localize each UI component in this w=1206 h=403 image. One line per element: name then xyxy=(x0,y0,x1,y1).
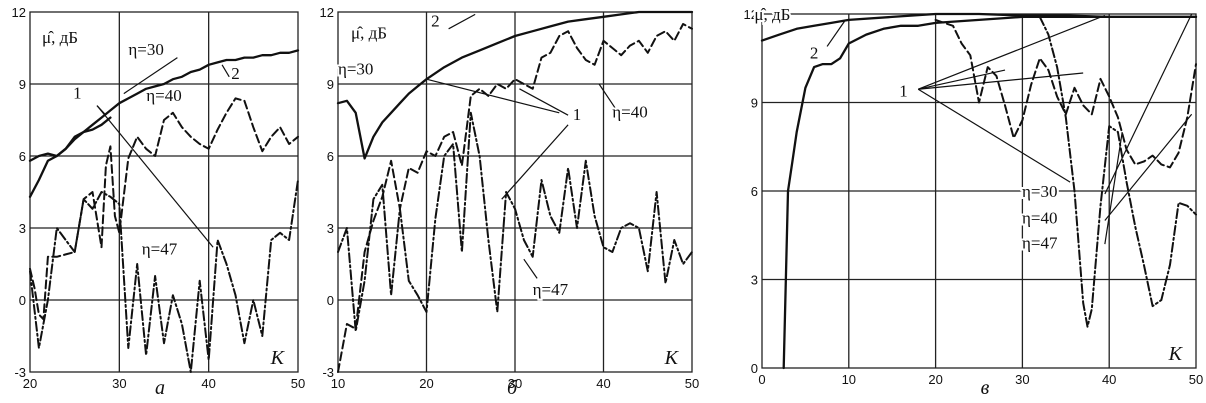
x-tick-label: 20 xyxy=(928,372,942,387)
annotation-label: η=40 xyxy=(612,103,647,122)
x-tick-label: 20 xyxy=(419,376,433,391)
annotation-label: η=30 xyxy=(128,40,163,59)
x-tick-label: 20 xyxy=(23,376,37,391)
annotation-label: η=30 xyxy=(1022,182,1057,201)
series-line-40 xyxy=(337,23,693,373)
y-tick-label: -3 xyxy=(14,365,26,380)
series-line-2 xyxy=(336,10,694,160)
y-tick-label: 9 xyxy=(19,77,26,92)
annotation-leader-line xyxy=(918,72,1084,90)
annotation-leader-line xyxy=(598,83,618,111)
x-axis-label: K xyxy=(664,347,680,369)
x-axis-label: K xyxy=(270,347,286,369)
series-line-40 xyxy=(934,18,1197,169)
annotation-leader-line xyxy=(523,258,538,279)
panel-caption: а xyxy=(155,377,165,399)
annotation-leader-line xyxy=(918,14,1106,90)
grid xyxy=(338,12,692,372)
x-tick-label: 10 xyxy=(842,372,856,387)
annotation-label: η=47 xyxy=(533,280,569,299)
x-tick-label: 30 xyxy=(1015,372,1029,387)
series-line-40 xyxy=(29,97,299,321)
y-tick-label: 9 xyxy=(751,96,758,111)
annotation-leader-line xyxy=(1104,113,1193,221)
x-tick-label: 30 xyxy=(508,376,522,391)
annotation-leader-line xyxy=(1104,131,1123,245)
series-line-2 xyxy=(28,49,300,198)
x-tick-label: 10 xyxy=(331,376,345,391)
y-tick-label: 12 xyxy=(744,7,758,22)
annotation-label: 1 xyxy=(573,105,582,124)
chart-panel-v: 0 10 20 30 40 50 0 3 6 9 12μ̂, дБ 2 1 η=30 η=40 η=47 Kв xyxy=(744,3,1204,399)
annotation-label: μ̂, дБ xyxy=(754,5,790,24)
x-tick-label: 0 xyxy=(758,372,765,387)
x-tick-label: 40 xyxy=(1102,372,1116,387)
annotation-label: η=40 xyxy=(1022,208,1057,227)
annotation-leader-line xyxy=(918,69,1006,90)
y-tick-label: 6 xyxy=(19,149,26,164)
annotation-label: η=47 xyxy=(1022,234,1058,253)
chart-panel-a: 20 30 40 50 -3 0 3 6 9 12 η=30 2 1 η=40 η=47 μ̂, дБ Kа xyxy=(12,5,306,399)
x-axis-label: K xyxy=(1168,343,1184,365)
annotation-leader-line xyxy=(917,88,1071,183)
x-tick-label: 50 xyxy=(685,376,699,391)
annotation-leader-line xyxy=(1104,13,1193,195)
annotation-leader-line xyxy=(123,57,178,95)
plot-frame xyxy=(337,11,693,373)
annotation-leader-line xyxy=(501,124,569,200)
annotation-label: 2 xyxy=(231,64,240,83)
x-tick-label: 30 xyxy=(112,376,126,391)
y-tick-label: 12 xyxy=(320,5,334,20)
series-line-47 xyxy=(29,179,299,373)
annotation-leader-line xyxy=(519,88,569,116)
panel-caption: в xyxy=(981,377,990,399)
annotation-label: η=30 xyxy=(338,59,373,78)
annotation-label: μ̂, дБ xyxy=(351,23,387,42)
series-line-2 xyxy=(782,15,1198,370)
y-axis-label: μ̂, дБ xyxy=(42,28,78,47)
series-line-47 xyxy=(1038,15,1197,328)
annotation-label: η=47 xyxy=(142,239,178,258)
annotation-leader-line xyxy=(826,21,845,47)
annotation-label: η=40 xyxy=(146,86,181,105)
annotation-label: 2 xyxy=(431,11,440,30)
annotation-leader-line xyxy=(221,64,230,78)
annotation-label: 2 xyxy=(810,43,819,62)
annotation-label: 1 xyxy=(899,82,908,101)
y-tick-label: 3 xyxy=(19,221,26,236)
y-tick-label: 0 xyxy=(751,361,758,376)
y-tick-label: 9 xyxy=(327,77,334,92)
y-tick-label: 0 xyxy=(19,293,26,308)
chart-panel-b: 10 20 30 40 50 -3 0 3 6 9 12 μ̂, дБ 2 η=30 1 η=40 η=47 Kб xyxy=(320,5,700,399)
x-tick-label: 40 xyxy=(596,376,610,391)
annotation-leader-line xyxy=(448,13,476,30)
y-tick-label: 6 xyxy=(751,184,758,199)
annotation-leader-line xyxy=(96,105,214,248)
grid xyxy=(762,14,1196,368)
x-tick-label: 50 xyxy=(291,376,305,391)
y-tick-label: 6 xyxy=(327,149,334,164)
x-tick-label: 50 xyxy=(1189,372,1203,387)
series-line-30 xyxy=(760,12,1198,42)
panel-caption: б xyxy=(507,377,518,399)
y-tick-label: 12 xyxy=(12,5,26,20)
annotation-leader-line xyxy=(426,78,560,114)
y-tick-label: 3 xyxy=(327,221,334,236)
x-tick-label: 40 xyxy=(201,376,215,391)
annotation-label: 1 xyxy=(73,83,82,102)
y-tick-label: -3 xyxy=(322,365,334,380)
series-line-30 xyxy=(28,116,112,162)
series-line-47 xyxy=(337,111,693,333)
y-tick-label: 3 xyxy=(751,273,758,288)
y-tick-label: 0 xyxy=(327,293,334,308)
plot-frame xyxy=(29,11,299,373)
